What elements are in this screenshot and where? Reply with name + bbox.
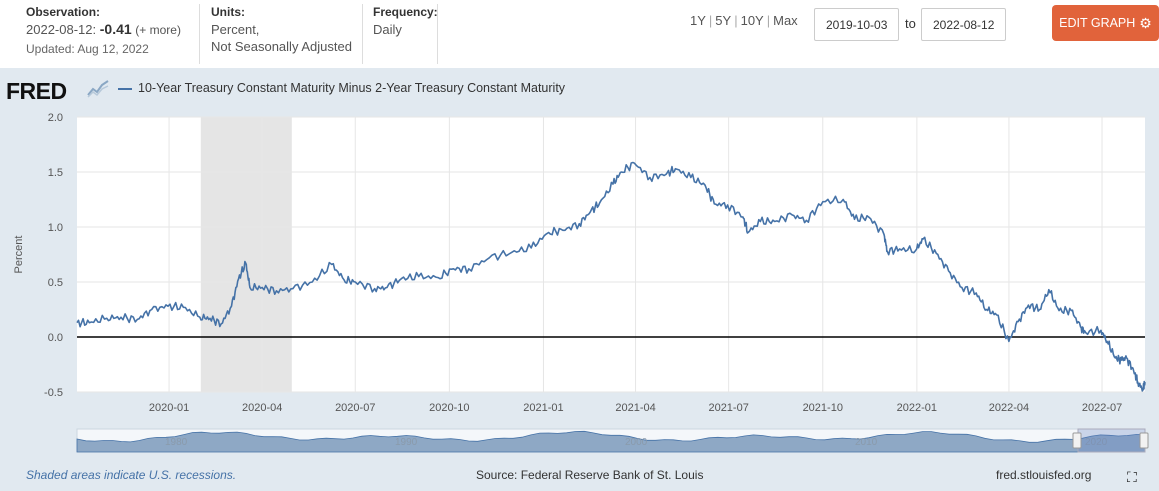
divider <box>437 4 438 64</box>
y-tick-label: 1.5 <box>48 167 63 179</box>
x-tick-label: 2021-01 <box>523 402 563 414</box>
x-tick-label: 2022-01 <box>897 402 937 414</box>
navigator-label: 2010 <box>855 437 878 448</box>
series-legend-label: 10-Year Treasury Constant Maturity Minus… <box>138 81 566 95</box>
more-link[interactable]: (+ more) <box>135 23 181 37</box>
units-line2: Not Seasonally Adjusted <box>211 39 352 54</box>
x-tick-label: 2020-10 <box>429 402 469 414</box>
range-5y-button[interactable]: 5Y <box>715 13 732 28</box>
fred-logo: FRED <box>6 78 67 104</box>
y-tick-label: -0.5 <box>44 387 63 399</box>
recession-shading <box>200 117 292 392</box>
observation-value: -0.41 <box>99 21 132 37</box>
navigator-selection[interactable] <box>1077 428 1146 453</box>
source-note: Source: Federal Reserve Bank of St. Loui… <box>476 468 704 482</box>
series-line[interactable] <box>76 161 1146 392</box>
units-label: Units: <box>211 5 245 19</box>
navigator-label: 2020 <box>1085 437 1108 448</box>
edit-graph-button[interactable]: EDIT GRAPH ⚙ <box>1052 5 1159 41</box>
units-line1: Percent, <box>211 22 260 37</box>
x-tick-label: 2021-04 <box>615 402 655 414</box>
x-tick-label: 2022-07 <box>1082 402 1122 414</box>
range-1y-button[interactable]: 1Y <box>690 13 706 28</box>
gear-icon: ⚙ <box>1139 14 1152 31</box>
edit-graph-label: EDIT GRAPH <box>1059 16 1136 30</box>
observation-label: Observation: <box>26 5 101 19</box>
frequency-value: Daily <box>373 22 402 37</box>
fred-chart-logo-icon <box>86 78 110 98</box>
x-tick-label: 2021-07 <box>708 402 748 414</box>
observation-date: 2022-08-12: <box>26 22 97 37</box>
y-tick-label: 0.0 <box>48 332 63 344</box>
units-block: Units: Percent, Not Seasonally Adjusted <box>211 4 352 55</box>
range-10y-button[interactable]: 10Y <box>740 13 764 28</box>
fullscreen-icon[interactable]: ⛶ <box>1127 469 1137 485</box>
series-legend-swatch <box>118 87 132 90</box>
y-tick-label: 0.5 <box>48 277 63 289</box>
divider <box>362 4 363 64</box>
frequency-label: Frequency: <box>373 5 438 19</box>
y-tick-label: 2.0 <box>48 112 63 124</box>
navigator-area <box>76 430 1146 453</box>
x-tick-label: 2020-01 <box>149 402 189 414</box>
chart-panel: -0.5 0.0 0.5 1.0 1.5 2.0 2020-01 2020-04 2020-07… <box>0 68 1159 491</box>
range-max-button[interactable]: Max <box>773 13 798 28</box>
observation-block: Observation: 2022-08-12: -0.41 (+ more) … <box>26 4 181 58</box>
navigator-label: 1980 <box>165 437 188 448</box>
y-tick-label: 1.0 <box>48 222 63 234</box>
header: Observation: 2022-08-12: -0.41 (+ more) … <box>0 0 1159 68</box>
updated-date: Updated: Aug 12, 2022 <box>26 42 149 56</box>
x-tick-label: 2021-10 <box>803 402 843 414</box>
recession-note: Shaded areas indicate U.S. recessions. <box>26 468 237 482</box>
fred-url-link[interactable]: fred.stlouisfed.org <box>996 468 1092 482</box>
end-date-input[interactable] <box>921 8 1006 41</box>
x-tick-label: 2022-04 <box>989 402 1029 414</box>
start-date-input[interactable] <box>814 8 899 41</box>
y-axis-label: Percent <box>13 236 25 274</box>
divider <box>199 4 200 64</box>
chart-svg[interactable]: -0.5 0.0 0.5 1.0 1.5 2.0 2020-01 2020-04 2020-07… <box>0 68 1159 491</box>
navigator-left-handle[interactable] <box>1072 432 1082 449</box>
frequency-block: Frequency: Daily <box>373 4 438 38</box>
navigator-right-handle[interactable] <box>1139 432 1149 449</box>
series-legend: 10-Year Treasury Constant Maturity Minus… <box>118 81 565 95</box>
to-label: to <box>905 16 916 31</box>
navigator-label: 2000 <box>625 437 648 448</box>
x-tick-label: 2020-04 <box>242 402 282 414</box>
navigator-label: 1990 <box>395 437 418 448</box>
x-tick-label: 2020-07 <box>335 402 375 414</box>
range-selector: 1Y | 5Y | 10Y | Max <box>690 13 798 28</box>
